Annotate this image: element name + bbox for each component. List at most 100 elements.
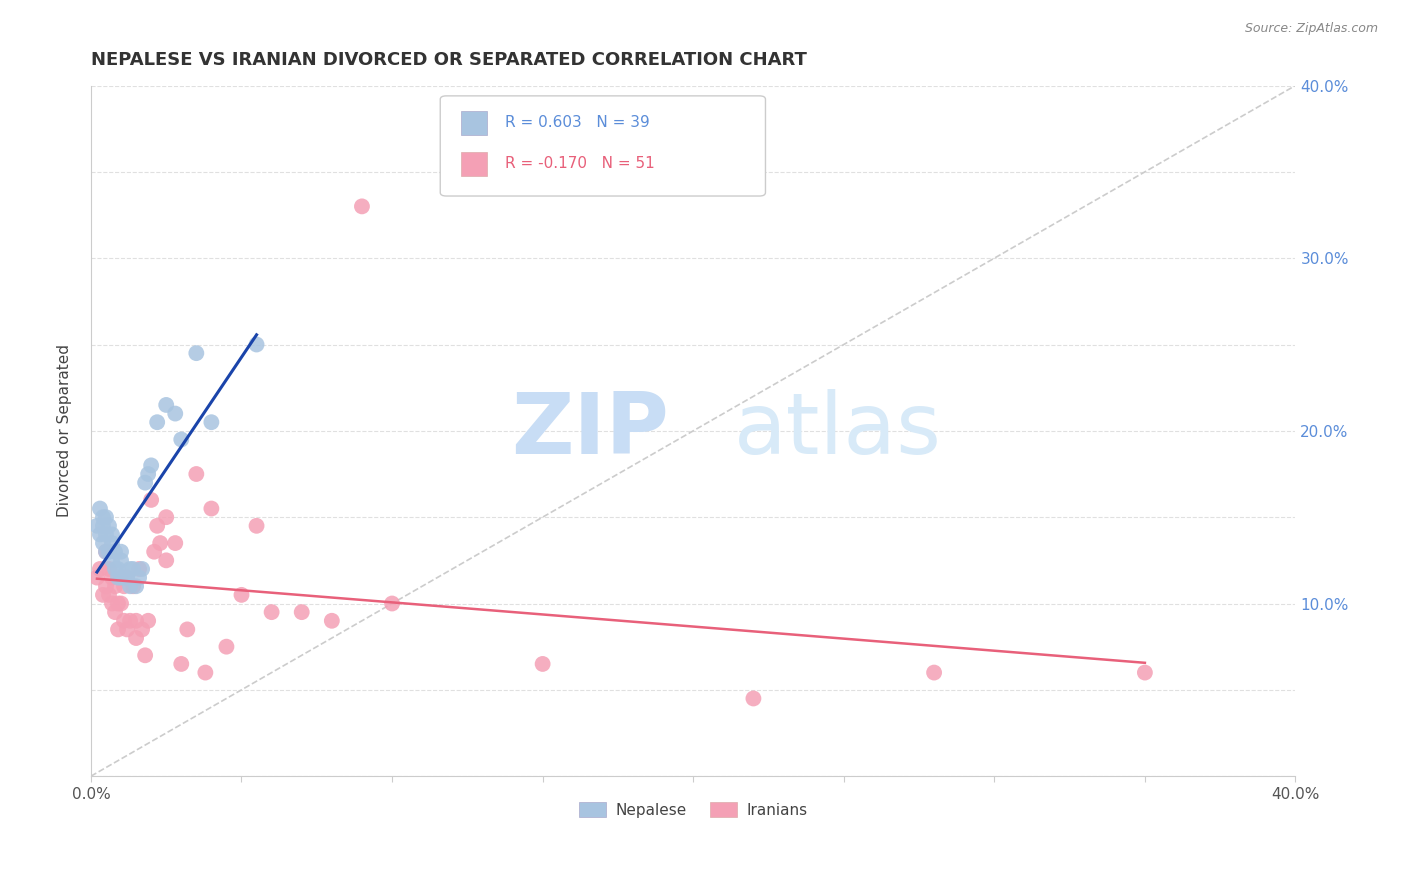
Point — [176, 623, 198, 637]
Point — [381, 597, 404, 611]
Point — [1133, 665, 1156, 680]
Point — [115, 571, 138, 585]
Text: ZIP: ZIP — [512, 389, 669, 473]
Point — [291, 605, 314, 619]
Text: R = 0.603   N = 39: R = 0.603 N = 39 — [505, 115, 650, 130]
Point — [107, 562, 129, 576]
Point — [125, 579, 148, 593]
Point — [110, 571, 132, 585]
Point — [136, 614, 159, 628]
Point — [86, 518, 108, 533]
Point — [215, 640, 238, 654]
Text: NEPALESE VS IRANIAN DIVORCED OR SEPARATED CORRELATION CHART: NEPALESE VS IRANIAN DIVORCED OR SEPARATE… — [91, 51, 807, 69]
Point — [101, 553, 124, 567]
Point — [94, 579, 117, 593]
Point — [94, 527, 117, 541]
Point — [245, 337, 267, 351]
Point — [125, 614, 148, 628]
Point — [110, 571, 132, 585]
Point — [98, 588, 121, 602]
Point — [107, 623, 129, 637]
Point — [115, 623, 138, 637]
FancyBboxPatch shape — [440, 95, 765, 196]
Point — [186, 346, 208, 360]
Point — [101, 527, 124, 541]
Point — [321, 614, 343, 628]
Point — [94, 545, 117, 559]
Point — [86, 571, 108, 585]
Text: atlas: atlas — [734, 389, 942, 473]
Point — [194, 665, 217, 680]
Point — [91, 510, 114, 524]
Point — [94, 510, 117, 524]
Point — [922, 665, 945, 680]
Point — [245, 518, 267, 533]
Point — [120, 614, 142, 628]
Point — [260, 605, 283, 619]
Point — [155, 398, 177, 412]
Point — [107, 571, 129, 585]
FancyBboxPatch shape — [461, 152, 488, 176]
Point — [170, 433, 193, 447]
Point — [98, 518, 121, 533]
Point — [104, 562, 127, 576]
Point — [107, 597, 129, 611]
Point — [128, 571, 150, 585]
Point — [112, 571, 135, 585]
Point — [120, 579, 142, 593]
Point — [104, 545, 127, 559]
Point — [146, 415, 169, 429]
Y-axis label: Divorced or Separated: Divorced or Separated — [58, 344, 72, 517]
Point — [91, 588, 114, 602]
Point — [115, 571, 138, 585]
Point — [200, 501, 222, 516]
Point — [110, 545, 132, 559]
Point — [104, 579, 127, 593]
Point — [350, 199, 373, 213]
Point — [742, 691, 765, 706]
Point — [134, 475, 156, 490]
Point — [131, 623, 153, 637]
Point — [101, 571, 124, 585]
Point — [165, 536, 187, 550]
Point — [186, 467, 208, 481]
Point — [91, 518, 114, 533]
Point — [98, 562, 121, 576]
Point — [141, 492, 163, 507]
Point — [110, 553, 132, 567]
Point — [165, 407, 187, 421]
Point — [155, 553, 177, 567]
Point — [101, 597, 124, 611]
Point — [89, 562, 111, 576]
Point — [94, 545, 117, 559]
Text: Source: ZipAtlas.com: Source: ZipAtlas.com — [1244, 22, 1378, 36]
Text: R = -0.170   N = 51: R = -0.170 N = 51 — [505, 156, 655, 171]
Point — [131, 562, 153, 576]
Point — [110, 597, 132, 611]
Point — [143, 545, 166, 559]
Point — [125, 631, 148, 645]
Point — [101, 536, 124, 550]
Point — [112, 579, 135, 593]
Point — [531, 657, 554, 671]
Point — [134, 648, 156, 663]
Point — [98, 545, 121, 559]
Point — [200, 415, 222, 429]
Point — [104, 605, 127, 619]
Point — [112, 614, 135, 628]
Legend: Nepalese, Iranians: Nepalese, Iranians — [572, 796, 814, 824]
Point — [91, 536, 114, 550]
Point — [231, 588, 253, 602]
Point — [120, 562, 142, 576]
Point — [89, 527, 111, 541]
Point — [141, 458, 163, 473]
Point — [136, 467, 159, 481]
Point — [128, 562, 150, 576]
FancyBboxPatch shape — [461, 111, 488, 135]
Point — [146, 518, 169, 533]
Point — [170, 657, 193, 671]
Point — [155, 510, 177, 524]
Point — [149, 536, 172, 550]
Point — [89, 501, 111, 516]
Point — [122, 562, 145, 576]
